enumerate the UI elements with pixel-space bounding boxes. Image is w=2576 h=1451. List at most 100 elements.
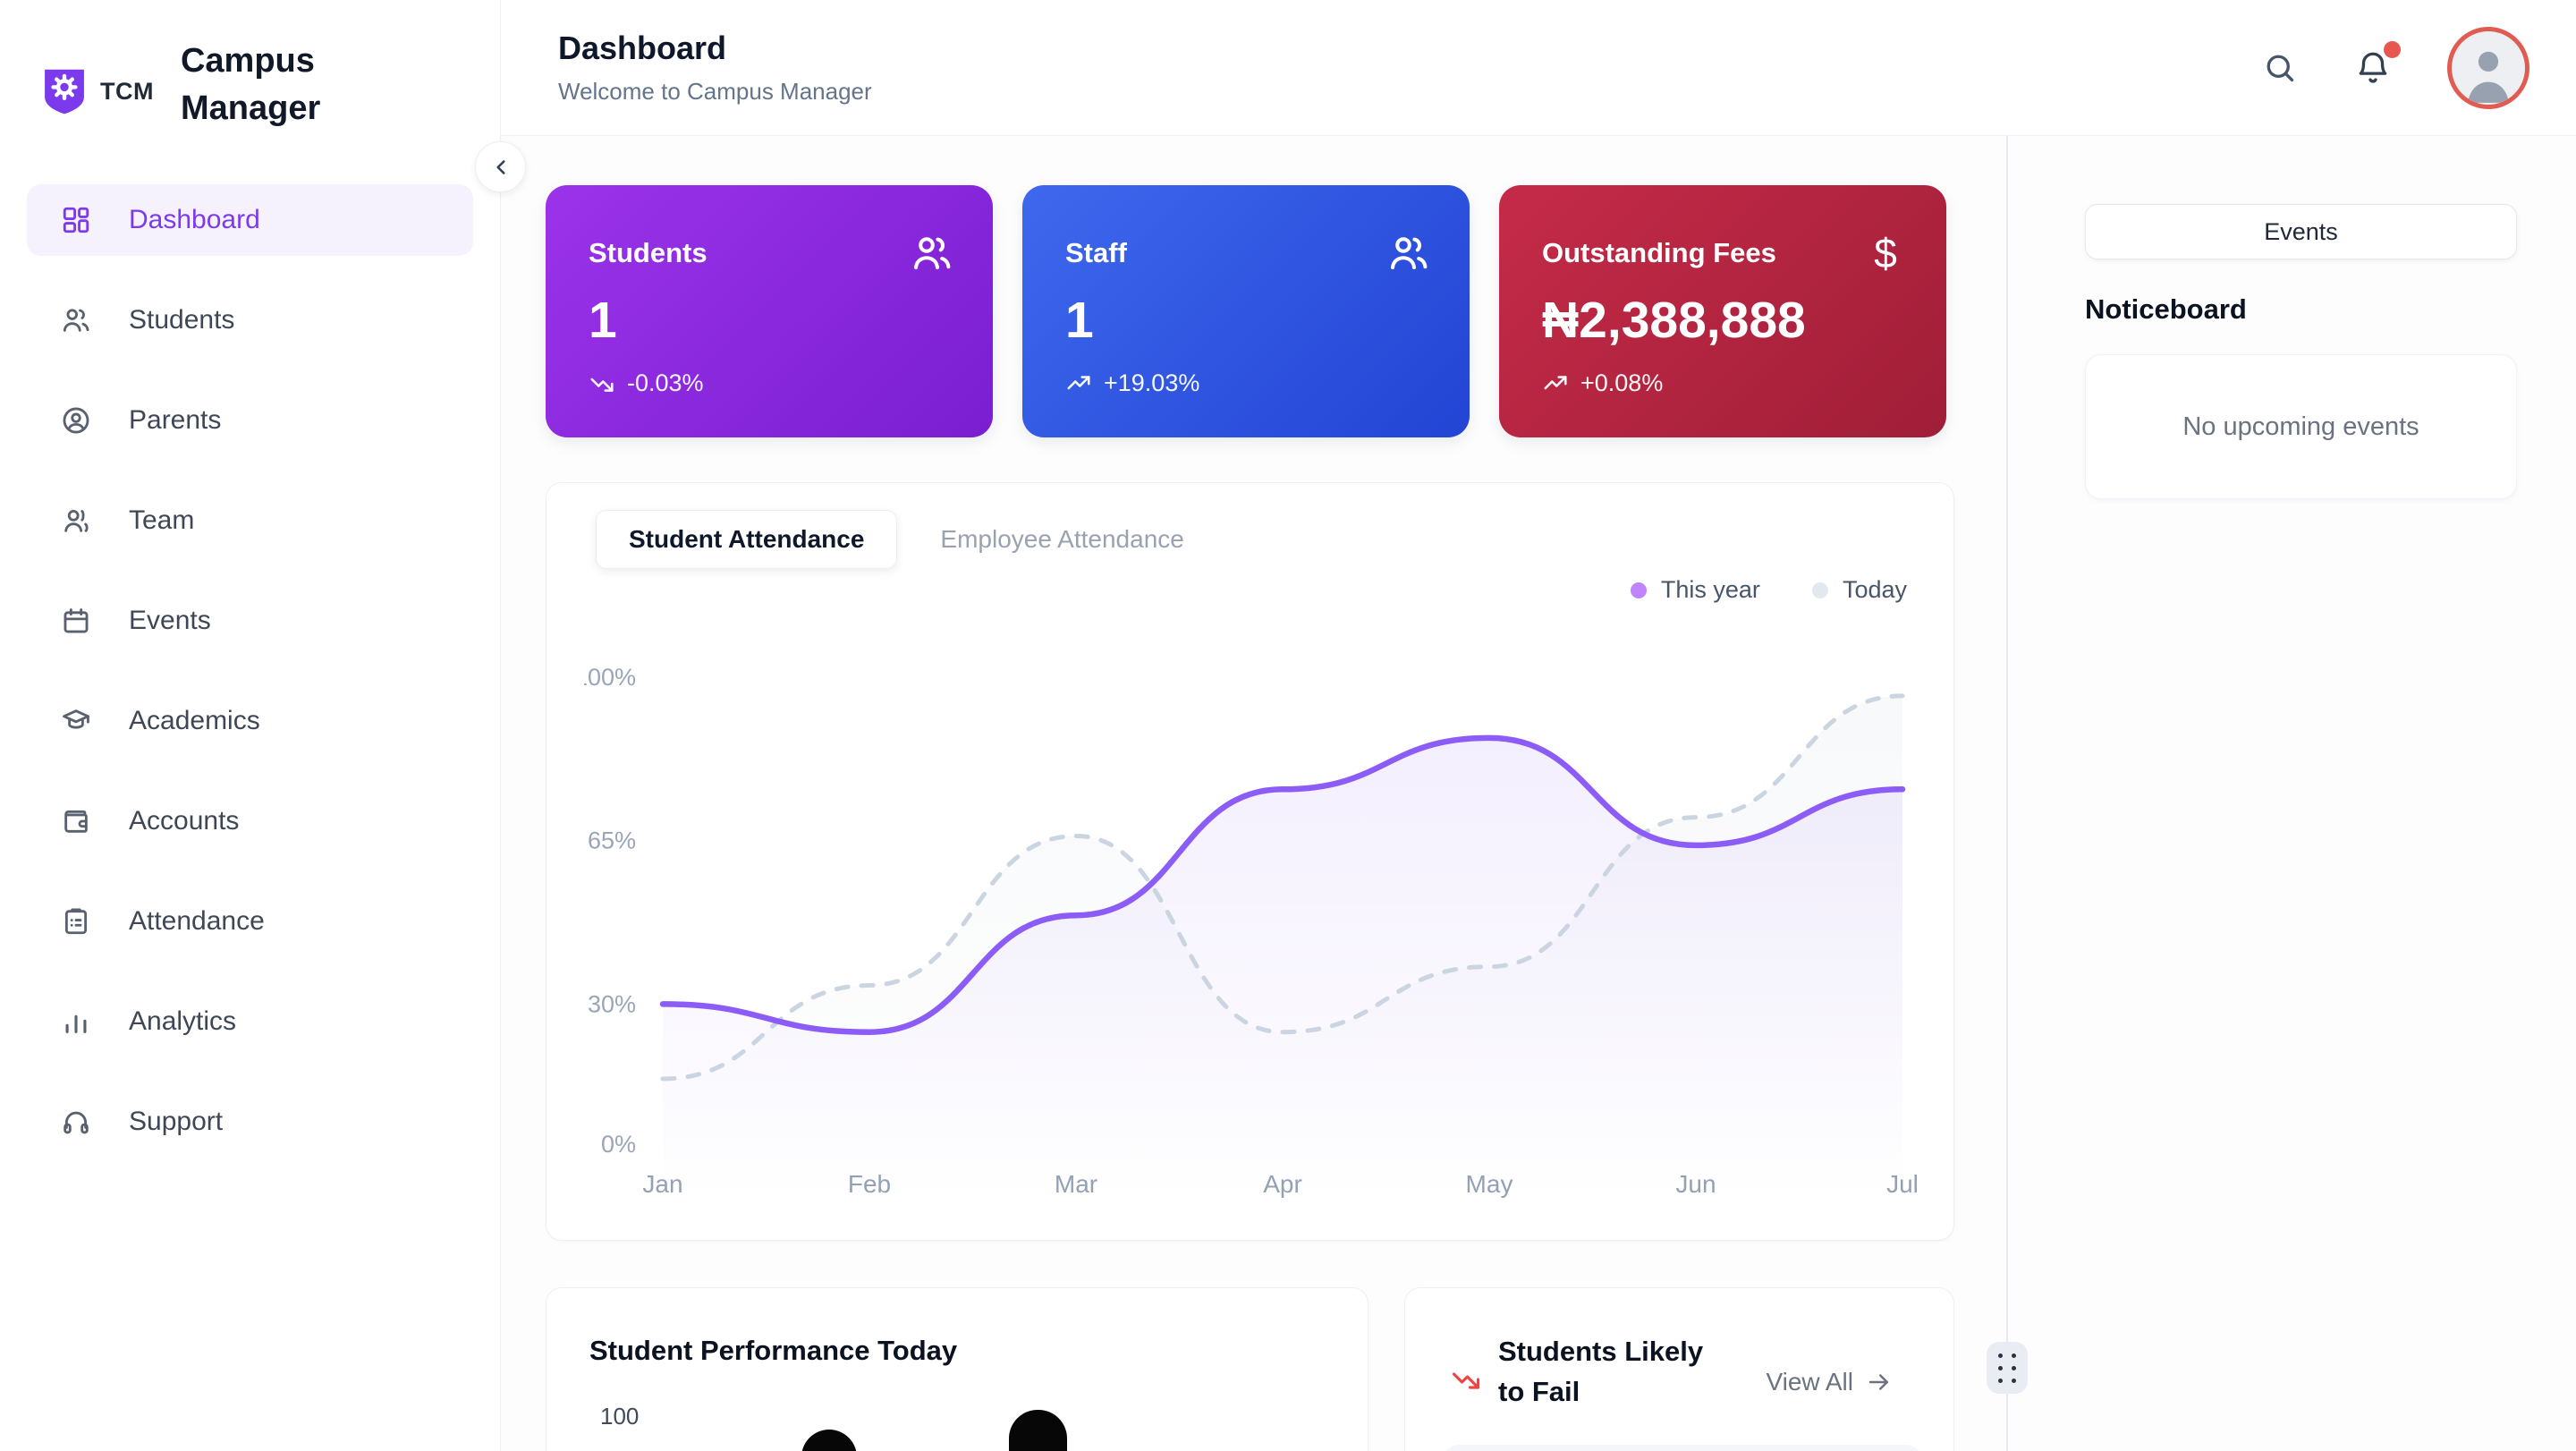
- sidebar-item-dashboard[interactable]: Dashboard: [27, 184, 473, 256]
- fail-card-title-line2: to Fail: [1498, 1376, 1580, 1407]
- stat-trend-value: -0.03%: [627, 369, 704, 396]
- trend-down-icon: [1450, 1363, 1482, 1396]
- sidebar-item-events[interactable]: Events: [27, 585, 473, 657]
- sidebar-item-analytics[interactable]: Analytics: [27, 986, 473, 1057]
- shield-gear-logo-icon: [45, 69, 84, 115]
- grip-dots-icon: [1998, 1353, 2016, 1383]
- dashboard-grid-icon: [63, 207, 89, 233]
- students-likely-to-fail-card: Students Likely to Fail View All: [1404, 1287, 1954, 1451]
- sidebar-item-parents[interactable]: Parents: [27, 385, 473, 456]
- svg-text:30%: 30%: [588, 990, 636, 1017]
- stat-trend: +19.03%: [1065, 369, 1430, 397]
- stat-trend: +0.08%: [1542, 369, 1907, 397]
- brand-name-line1: Campus: [180, 42, 315, 80]
- sidebar-item-label: Events: [129, 606, 211, 635]
- noticeboard-card: No upcoming events: [2085, 354, 2517, 499]
- sidebar: TCM Campus Manager Dashboard Students Pa…: [0, 0, 526, 1451]
- performance-bar: [1009, 1410, 1067, 1451]
- sidebar-item-label: Dashboard: [129, 205, 260, 234]
- svg-text:Feb: Feb: [848, 1170, 891, 1198]
- content-column: Students 1 -0.03% Staff: [501, 136, 2006, 1451]
- noticeboard-heading: Noticeboard: [2085, 293, 2247, 325]
- user-silhouette-icon: [2468, 51, 2509, 103]
- fail-card-empty-box: [1443, 1445, 1922, 1451]
- logo-badge: TCM: [39, 64, 154, 118]
- sidebar-item-label: Parents: [129, 405, 222, 435]
- users-icon: [911, 232, 953, 275]
- sidebar-item-label: Accounts: [129, 806, 240, 836]
- performance-y-axis-label: 100: [600, 1403, 640, 1430]
- sidebar-item-team[interactable]: Team: [27, 485, 473, 556]
- performance-card-title: Student Performance Today: [589, 1335, 958, 1366]
- svg-text:May: May: [1466, 1170, 1513, 1198]
- stat-label: Staff: [1065, 237, 1127, 268]
- page-subtitle: Welcome to Campus Manager: [558, 78, 872, 105]
- events-button[interactable]: Events: [2085, 204, 2517, 259]
- sidebar-item-attendance[interactable]: Attendance: [27, 886, 473, 957]
- bottom-cards-row: Student Performance Today 100 Students L…: [546, 1287, 2006, 1451]
- sidebar-item-accounts[interactable]: Accounts: [27, 785, 473, 857]
- svg-text:Jan: Jan: [642, 1170, 682, 1198]
- stat-trend-value: +0.08%: [1580, 369, 1664, 396]
- legend-dot-today: [1811, 581, 1828, 598]
- view-all-link[interactable]: View All: [1760, 1367, 1898, 1397]
- wallet-icon: [64, 810, 88, 833]
- arrow-right-icon: [1868, 1374, 1888, 1390]
- parent-user-circle-icon: [63, 407, 89, 434]
- stat-label: Students: [589, 237, 708, 268]
- notifications-button[interactable]: [2354, 40, 2401, 87]
- user-avatar[interactable]: [2447, 26, 2529, 109]
- legend-item-today: Today: [1811, 576, 1907, 604]
- search-button[interactable]: [2261, 49, 2299, 87]
- sidebar-item-label: Analytics: [129, 1006, 237, 1036]
- brand-name: Campus Manager: [181, 38, 320, 132]
- fail-card-title-line1: Students Likely: [1498, 1336, 1704, 1367]
- tab-student-attendance[interactable]: Student Attendance: [596, 510, 898, 569]
- sidebar-item-label: Team: [129, 505, 195, 535]
- legend-dot-this-year: [1630, 581, 1647, 598]
- sidebar-collapse-button[interactable]: [475, 141, 526, 192]
- chevron-left-icon: [496, 159, 505, 174]
- stat-card-outstanding-fees: Outstanding Fees $ ₦2,388,888 +0.08%: [1499, 185, 1946, 437]
- attendance-tabs: Student Attendance Employee Attendance: [547, 510, 1953, 569]
- sidebar-item-label: Support: [129, 1107, 224, 1136]
- stat-value: 1: [1065, 292, 1094, 349]
- right-panel: Events Noticeboard No upcoming events: [2008, 136, 2576, 1451]
- sidebar-item-label: Students: [129, 305, 235, 335]
- sidebar-item-label: Attendance: [129, 906, 265, 936]
- clipboard-list-icon: [64, 908, 88, 935]
- svg-text:Jul: Jul: [1886, 1170, 1919, 1198]
- attendance-chart-card: Student Attendance Employee Attendance T…: [546, 482, 1954, 1241]
- svg-text:Mar: Mar: [1055, 1170, 1097, 1198]
- stat-card-students: Students 1 -0.03%: [546, 185, 993, 437]
- page-body: Students 1 -0.03% Staff: [501, 136, 2576, 1451]
- headset-icon: [64, 1111, 89, 1134]
- legend-label: This year: [1660, 576, 1760, 603]
- logo-text: TCM: [100, 77, 154, 105]
- bar-chart-icon: [65, 1014, 87, 1033]
- brand-block: TCM Campus Manager: [39, 38, 473, 132]
- attendance-line-chart: 100% 65% 30% 0%Jan Feb Mar Apr May Jun Jul: [584, 664, 1919, 1198]
- main-area: Dashboard Welcome to Campus Manager: [501, 0, 2576, 1451]
- sidebar-item-support[interactable]: Support: [27, 1086, 473, 1158]
- team-users-icon: [64, 509, 89, 532]
- search-icon: [2267, 55, 2294, 81]
- sidebar-item-students[interactable]: Students: [27, 284, 473, 356]
- dollar-icon: $: [1874, 230, 1897, 276]
- stat-value: ₦2,388,888: [1542, 292, 1806, 349]
- tab-employee-attendance[interactable]: Employee Attendance: [908, 510, 1216, 569]
- students-icon: [63, 309, 89, 332]
- svg-text:0%: 0%: [601, 1131, 636, 1158]
- panel-resize-handle[interactable]: [1987, 1342, 2028, 1394]
- top-header: Dashboard Welcome to Campus Manager: [501, 0, 2576, 136]
- stat-card-staff: Staff 1 +19.03%: [1022, 185, 1470, 437]
- stat-label: Outstanding Fees: [1542, 237, 1776, 268]
- sidebar-nav: Dashboard Students Parents Team Events A…: [27, 184, 473, 1158]
- stat-value: 1: [589, 292, 617, 349]
- sidebar-item-academics[interactable]: Academics: [27, 685, 473, 757]
- header-titles: Dashboard Welcome to Campus Manager: [558, 30, 872, 106]
- brand-name-line2: Manager: [180, 89, 321, 127]
- trend-up-icon: [1067, 375, 1090, 389]
- stat-trend: -0.03%: [589, 369, 953, 397]
